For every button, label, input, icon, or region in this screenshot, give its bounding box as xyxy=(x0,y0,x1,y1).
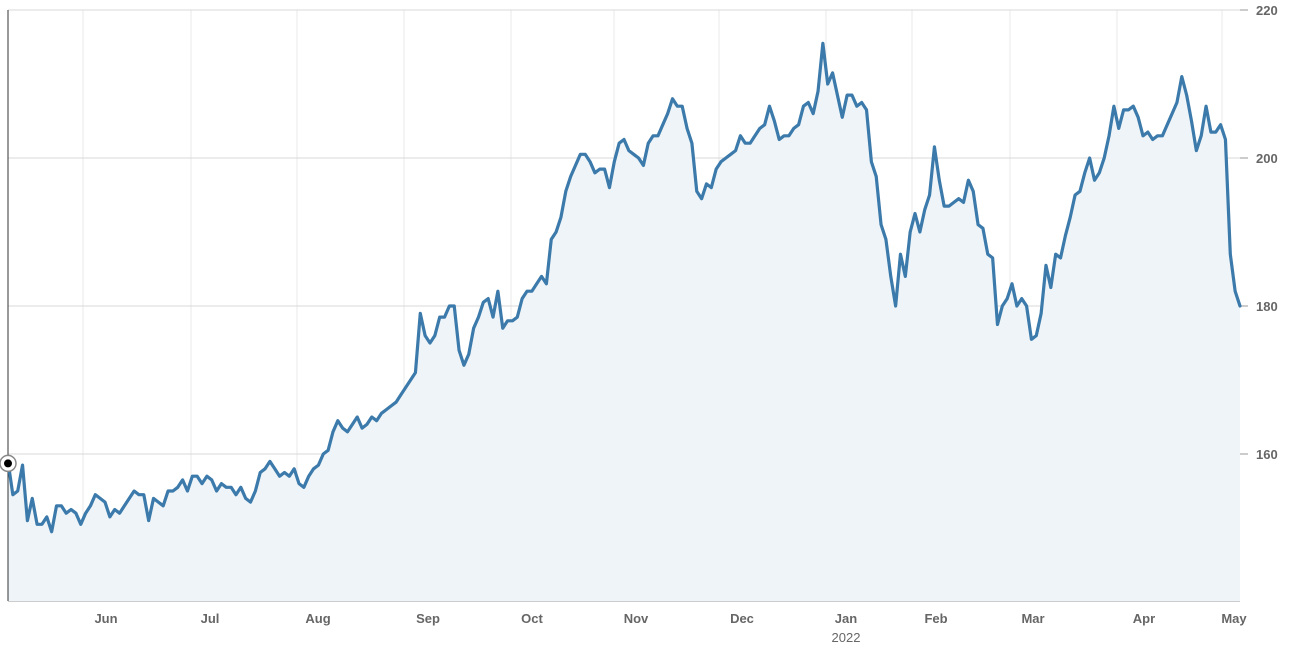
x-tick-label-jan: Jan xyxy=(835,611,857,626)
area-fill xyxy=(8,43,1240,602)
marker-layer xyxy=(0,454,17,473)
x-axis-year-label: 2022 xyxy=(832,630,861,645)
area-fill-layer xyxy=(8,43,1240,602)
x-tick-label-feb: Feb xyxy=(924,611,947,626)
series-line-layer xyxy=(6,41,1242,534)
x-tick-label-aug: Aug xyxy=(305,611,330,626)
x-tick-label-dec: Dec xyxy=(730,611,754,626)
x-tick-label-jul: Jul xyxy=(201,611,220,626)
x-tick-label-oct: Oct xyxy=(521,611,543,626)
x-tick-label-apr: Apr xyxy=(1133,611,1155,626)
y-tick-label-160: 160 xyxy=(1256,447,1278,462)
x-axis-tick-labels: 2022 Jun Jul Aug Sep Oct Nov Dec Jan Feb Mar Apr Ma… xyxy=(94,611,1247,645)
y-axis-tick-labels: 160 180 200 220 xyxy=(1256,3,1278,462)
y-tick-label-180: 180 xyxy=(1256,299,1278,314)
x-tick-label-mar: Mar xyxy=(1021,611,1044,626)
start-marker-dot xyxy=(4,459,12,468)
x-tick-label-sep: Sep xyxy=(416,611,440,626)
y-tick-label-200: 200 xyxy=(1256,151,1278,166)
price-line xyxy=(6,41,1242,534)
y-tick-label-220: 220 xyxy=(1256,3,1278,18)
x-tick-label-nov: Nov xyxy=(624,611,649,626)
x-tick-label-jun: Jun xyxy=(94,611,117,626)
x-tick-label-may: May xyxy=(1221,611,1247,626)
axes xyxy=(7,9,1248,602)
